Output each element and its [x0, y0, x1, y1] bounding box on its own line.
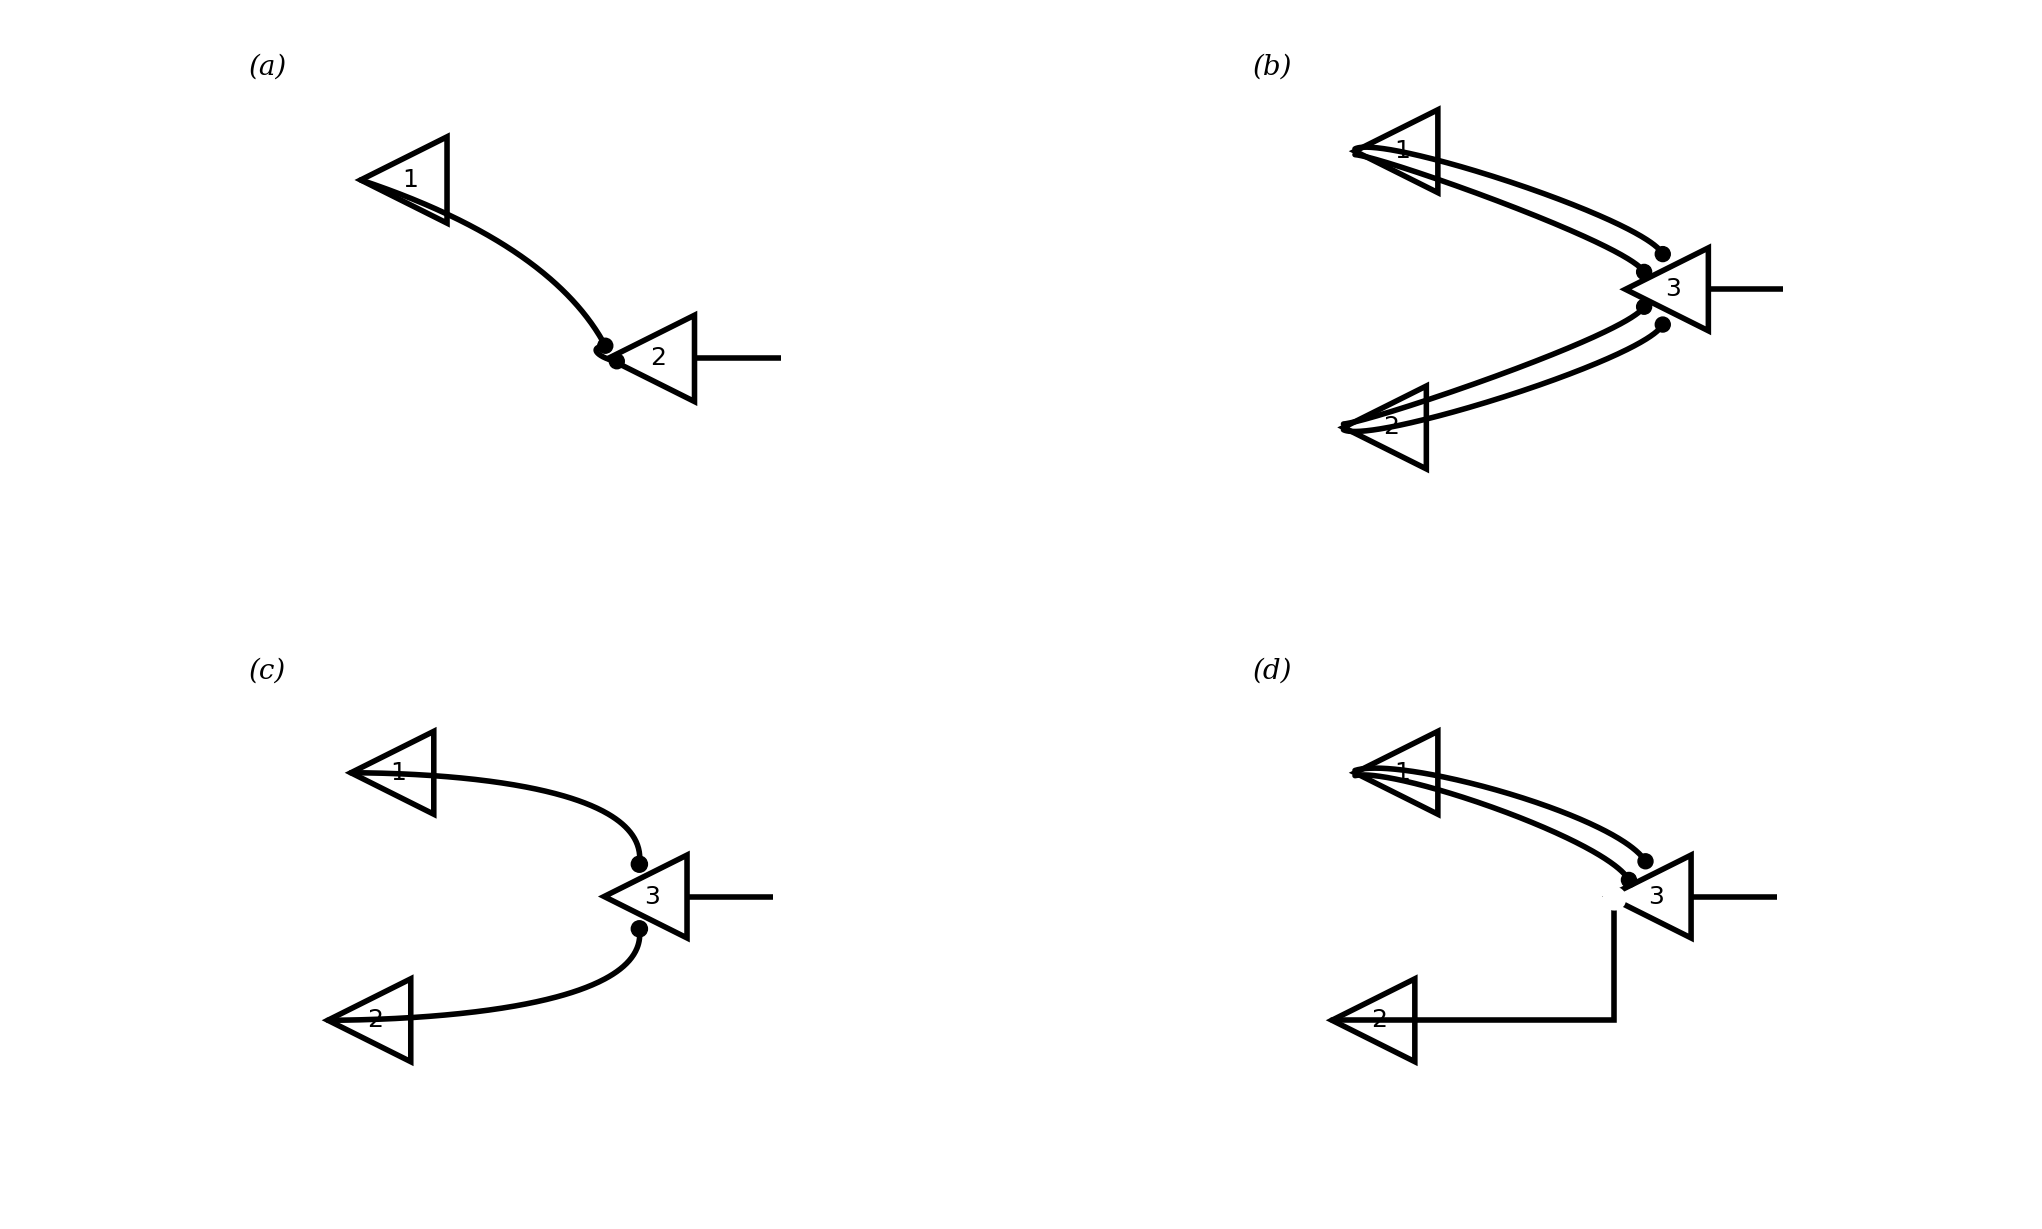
Text: 2: 2	[368, 1008, 384, 1032]
Text: 1: 1	[1395, 139, 1411, 163]
Text: 2: 2	[1382, 415, 1399, 440]
Circle shape	[1638, 854, 1652, 869]
Text: 1: 1	[390, 761, 406, 785]
Text: (a): (a)	[249, 53, 286, 80]
Circle shape	[631, 921, 647, 936]
Text: (d): (d)	[1252, 658, 1293, 685]
Circle shape	[598, 338, 613, 353]
Circle shape	[1605, 890, 1623, 908]
Circle shape	[609, 354, 625, 369]
Text: 2: 2	[649, 347, 666, 370]
Text: (b): (b)	[1252, 53, 1293, 80]
Circle shape	[631, 857, 647, 873]
Text: (c): (c)	[249, 658, 286, 685]
Circle shape	[1636, 264, 1652, 279]
Text: 1: 1	[402, 168, 419, 192]
Text: 3: 3	[643, 885, 660, 908]
Circle shape	[1621, 873, 1636, 887]
Text: 3: 3	[1648, 885, 1664, 908]
Text: 3: 3	[1664, 278, 1681, 301]
Circle shape	[1656, 247, 1670, 262]
Circle shape	[1656, 317, 1670, 332]
Text: 2: 2	[1372, 1008, 1389, 1032]
Circle shape	[1636, 299, 1652, 315]
Text: 1: 1	[1395, 761, 1411, 785]
